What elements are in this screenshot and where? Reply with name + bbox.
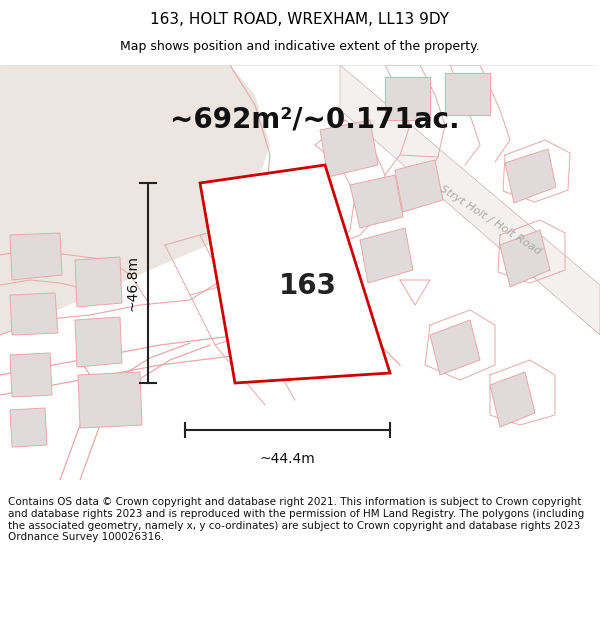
Polygon shape (0, 65, 270, 335)
Text: Stryt Holt / Holt Road: Stryt Holt / Holt Road (437, 184, 542, 256)
Polygon shape (200, 165, 390, 383)
Polygon shape (350, 175, 403, 228)
Polygon shape (395, 160, 443, 212)
Polygon shape (10, 293, 58, 335)
Polygon shape (430, 320, 480, 375)
Text: 163: 163 (278, 272, 337, 300)
Polygon shape (340, 65, 600, 335)
Polygon shape (10, 353, 52, 397)
Polygon shape (490, 372, 535, 427)
Polygon shape (500, 230, 550, 287)
Text: ~46.8m: ~46.8m (126, 255, 140, 311)
Polygon shape (78, 372, 142, 428)
Polygon shape (75, 317, 122, 367)
Text: Map shows position and indicative extent of the property.: Map shows position and indicative extent… (120, 40, 480, 53)
Polygon shape (445, 73, 490, 115)
Text: ~44.4m: ~44.4m (260, 452, 316, 466)
Polygon shape (505, 149, 556, 203)
Text: ~692m²/~0.171ac.: ~692m²/~0.171ac. (170, 106, 460, 134)
Text: 163, HOLT ROAD, WREXHAM, LL13 9DY: 163, HOLT ROAD, WREXHAM, LL13 9DY (151, 12, 449, 27)
Polygon shape (10, 233, 62, 280)
Polygon shape (360, 228, 413, 283)
Text: Contains OS data © Crown copyright and database right 2021. This information is : Contains OS data © Crown copyright and d… (8, 498, 584, 542)
Polygon shape (385, 77, 430, 120)
Polygon shape (10, 408, 47, 447)
Polygon shape (320, 120, 378, 177)
Polygon shape (75, 257, 122, 307)
